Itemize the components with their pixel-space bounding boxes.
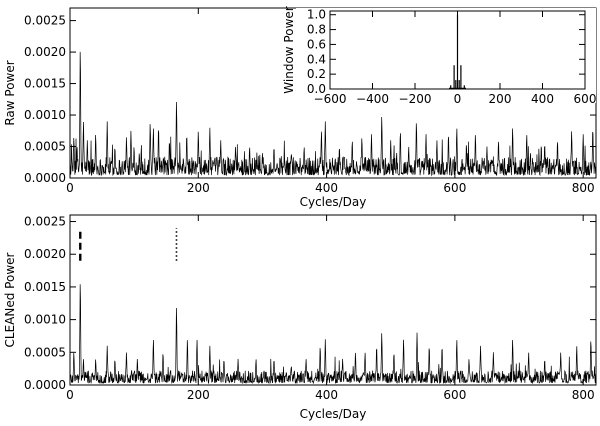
cleaned-y-axis-ticks: 0.0000 0.0005 0.0010 0.0015 0.0020 0.0025	[24, 215, 596, 392]
cleaned-y-axis-label: CLEANed Power	[3, 252, 17, 347]
raw-x-tick-label: 800	[572, 181, 595, 195]
raw-x-axis-label: Cycles/Day	[300, 195, 367, 209]
inset-y-tick-label: 0.6	[307, 37, 326, 51]
raw-x-tick-label: 200	[187, 181, 210, 195]
cleaned-markers	[79, 228, 178, 261]
clean-y-tick-label: 0.0025	[24, 215, 66, 229]
window-power-series	[449, 14, 466, 89]
inset-y-tick-label: 1.0	[307, 8, 326, 22]
raw-y-tick-label: 0.0000	[24, 171, 66, 185]
clean-y-tick-label: 0.0000	[24, 378, 66, 392]
inset-y-tick-label: 0.8	[307, 23, 326, 37]
inset-y-tick-label: 0.4	[307, 52, 326, 66]
raw-y-tick-label: 0.0010	[24, 108, 66, 122]
clean-y-tick-label: 0.0015	[24, 280, 66, 294]
inset-x-tick-label: −200	[399, 92, 432, 106]
inset-x-tick-label: 0	[454, 92, 462, 106]
raw-y-axis-label: Raw Power	[3, 60, 17, 125]
inset-y-axis-label: Window Power	[282, 6, 296, 93]
raw-x-tick-label: 400	[315, 181, 338, 195]
raw-y-axis-ticks: 0.0000 0.0005 0.0010 0.0015 0.0020 0.0025	[24, 14, 596, 185]
cleaned-power-line	[69, 284, 597, 385]
cleaned-x-axis-ticks: 0 200 400 600 800	[66, 215, 595, 402]
inset-x-tick-label: −600	[314, 92, 347, 106]
inset-y-tick-label: 0.2	[307, 67, 326, 81]
window-power-inset: 0.00.20.40.60.81.0 −600 −400 −200 0 200 400 60…	[282, 6, 596, 106]
inset-y-tick-label: 0.0	[307, 82, 326, 96]
cleaned-power-panel: 0.0000 0.0005 0.0010 0.0015 0.0020 0.0025 0 20…	[3, 214, 597, 421]
raw-y-tick-label: 0.0025	[24, 14, 66, 28]
raw-y-tick-label: 0.0005	[24, 140, 66, 154]
clean-x-tick-label: 200	[187, 388, 210, 402]
cleaned-power-series	[69, 284, 597, 385]
inset-x-tick-label: 400	[531, 92, 554, 106]
inset-plot-frame	[329, 10, 586, 90]
inset-x-tick-label: 600	[574, 92, 597, 106]
clean-x-tick-label: 800	[572, 388, 595, 402]
clean-y-tick-label: 0.0010	[24, 313, 66, 327]
clean-x-tick-label: 400	[315, 388, 338, 402]
inset-background	[296, 8, 596, 103]
inset-x-axis-ticks: −600 −400 −200 0 200 400 600	[314, 11, 597, 106]
raw-x-tick-label: 0	[66, 181, 74, 195]
raw-y-tick-label: 0.0020	[24, 45, 66, 59]
raw-x-tick-label: 600	[443, 181, 466, 195]
raw-y-tick-label: 0.0015	[24, 77, 66, 91]
inset-x-tick-label: 200	[489, 92, 512, 106]
clean-y-tick-label: 0.0005	[24, 345, 66, 359]
cleaned-plot-frame	[69, 214, 597, 386]
inset-y-axis-ticks: 0.00.20.40.60.81.0	[307, 8, 585, 96]
clean-y-tick-label: 0.0020	[24, 247, 66, 261]
cleaned-x-axis-label: Cycles/Day	[300, 407, 367, 421]
clean-x-tick-label: 600	[443, 388, 466, 402]
raw-power-panel: 0.0000 0.0005 0.0010 0.0015 0.0020 0.0025 0 20…	[3, 6, 597, 209]
raw-power-series	[69, 51, 597, 177]
inset-x-tick-label: −400	[356, 92, 389, 106]
clean-x-tick-label: 0	[66, 388, 74, 402]
raw-power-line	[69, 51, 597, 177]
